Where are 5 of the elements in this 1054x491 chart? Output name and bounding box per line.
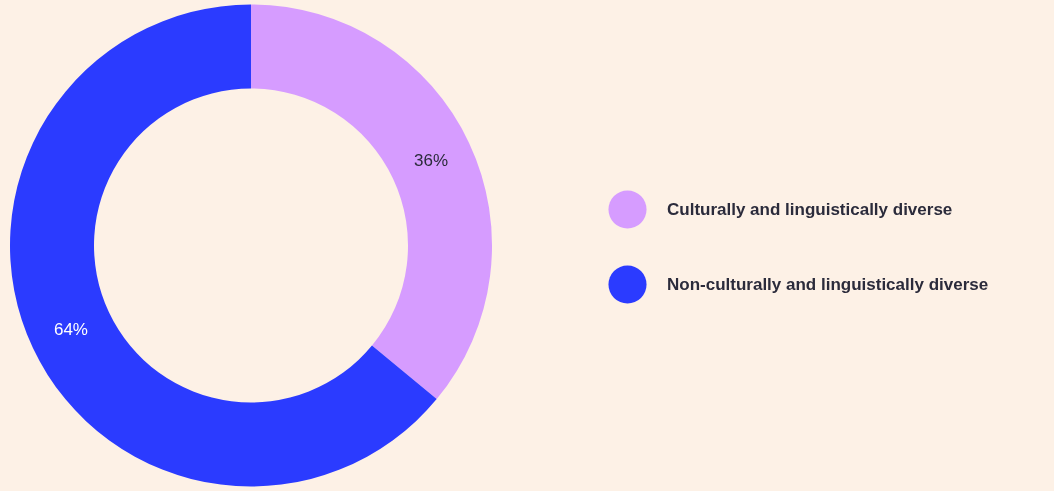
donut-slice bbox=[251, 4, 492, 400]
legend-label: Culturally and linguistically diverse bbox=[667, 199, 953, 219]
data-label: 36% bbox=[414, 150, 449, 170]
data-label: 64% bbox=[53, 320, 88, 340]
legend-label: Non-culturally and linguistically diverse bbox=[667, 274, 989, 294]
